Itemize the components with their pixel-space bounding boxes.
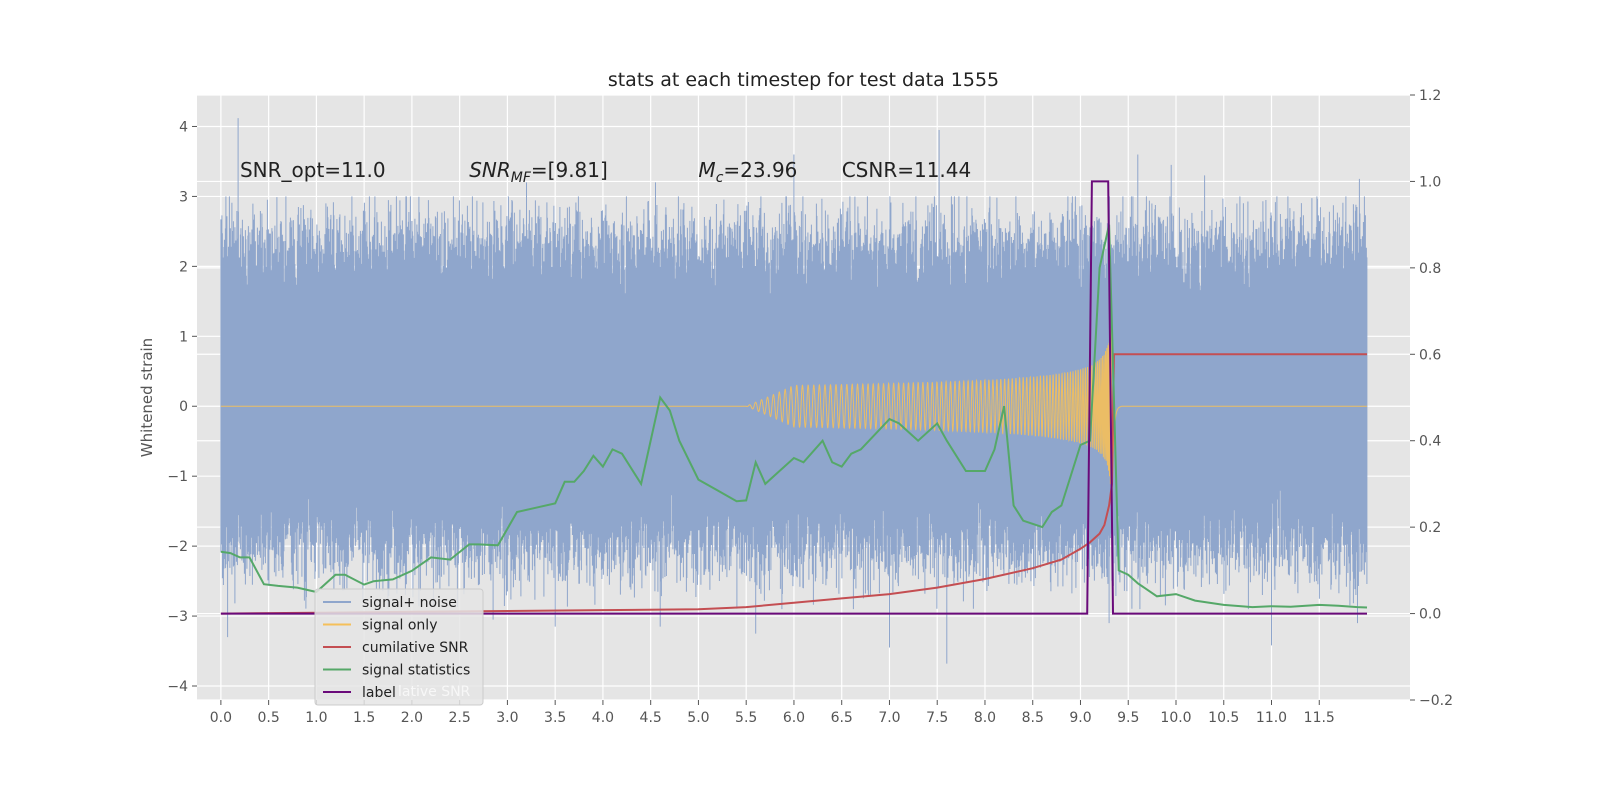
x-tick-label: 6.0 <box>783 710 805 726</box>
x-tick-label: 6.5 <box>831 710 853 726</box>
y-axis-ticks: 4 3 2 1 0 −1 −2 −3 −4 <box>167 119 197 695</box>
x-tick-label: 1.0 <box>305 710 327 726</box>
x-tick-label: 3.0 <box>496 710 518 726</box>
y2-tick-label: −0.2 <box>1419 693 1453 709</box>
legend-box <box>314 588 484 706</box>
legend-label: signal only <box>362 618 437 634</box>
y2-tick-label: 1.0 <box>1419 174 1441 190</box>
y2-tick-label: 0.6 <box>1419 347 1441 363</box>
y-tick-label: 3 <box>179 189 188 205</box>
annotation-chirp-mass-sub: c <box>716 170 724 186</box>
legend-ghost-text: lative SNR <box>398 684 471 700</box>
legend-label: signal+ noise <box>362 595 457 611</box>
y-tick-label: −4 <box>167 679 188 695</box>
series-signal-only <box>220 309 1367 509</box>
series-label <box>220 180 1367 615</box>
legend-label: cumilative SNR <box>362 640 469 656</box>
annotation-snr-mf-sub: MF <box>511 170 532 186</box>
x-tick-label: 2.5 <box>449 710 471 726</box>
y-axis-title: Whitened strain <box>138 338 156 457</box>
x-tick-label: 2.0 <box>401 710 423 726</box>
legend: lative SNR signal+ noise signal only cumil… <box>314 588 484 706</box>
y2-axis-ticks: 1.2 1.0 0.8 0.6 0.4 0.2 0.0 −0.2 <box>1410 88 1453 709</box>
x-tick-label: 11.5 <box>1304 710 1335 726</box>
legend-entries: signal+ noise signal only cumilative SNR si… <box>323 595 470 701</box>
x-tick-label: 8.5 <box>1022 710 1044 726</box>
x-tick-label: 5.0 <box>687 710 709 726</box>
annotation-snr-mf-main: SNR <box>469 158 511 182</box>
x-tick-label: 10.5 <box>1208 710 1239 726</box>
annotation-snr-mf: SNRMF=[9.81] <box>469 158 608 186</box>
y-tick-label: 0 <box>179 399 188 415</box>
x-tick-label: 8.0 <box>974 710 996 726</box>
y-tick-label: −1 <box>167 469 188 485</box>
x-tick-label: 7.5 <box>926 710 948 726</box>
chart-title: stats at each timestep for test data 155… <box>608 69 999 91</box>
y-tick-label: −3 <box>167 609 188 625</box>
x-tick-label: 0.5 <box>258 710 280 726</box>
x-tick-label: 10.0 <box>1160 710 1191 726</box>
annotation-chirp-mass-main: M <box>698 158 715 182</box>
x-tick-label: 5.5 <box>735 710 757 726</box>
legend-label: signal statistics <box>362 663 470 679</box>
annotation-snr-mf-value: =[9.81] <box>531 158 608 182</box>
y2-tick-label: 0.2 <box>1419 520 1441 536</box>
y-tick-label: −2 <box>167 539 188 555</box>
x-tick-label: 4.0 <box>592 710 614 726</box>
x-tick-label: 1.5 <box>353 710 375 726</box>
annotations: SNR_opt=11.0 SNRMF=[9.81] Mc=23.96 CSNR=… <box>240 158 971 186</box>
y2-tick-label: 0.0 <box>1419 607 1441 623</box>
x-tick-label: 7.0 <box>878 710 900 726</box>
x-tick-label: 11.0 <box>1256 710 1287 726</box>
y-tick-label: 1 <box>179 329 188 345</box>
x-axis-ticks: 0.0 0.5 1.0 1.5 2.0 2.5 3.0 3.5 4.0 4.5 5.0 5.5 6.0 6… <box>210 700 1335 726</box>
annotation-csnr: CSNR=11.44 <box>842 158 972 182</box>
series-signal-statistics <box>220 224 1368 609</box>
x-tick-label: 9.5 <box>1117 710 1139 726</box>
y2-tick-label: 1.2 <box>1419 88 1441 104</box>
annotation-chirp-mass: Mc=23.96 <box>698 158 797 186</box>
annotation-snr-opt: SNR_opt=11.0 <box>240 158 386 182</box>
legend-label: label <box>362 685 396 701</box>
y2-tick-label: 0.4 <box>1419 434 1441 450</box>
annotation-chirp-mass-value: =23.96 <box>723 158 797 182</box>
plot-content <box>220 118 1368 664</box>
x-tick-label: 9.0 <box>1069 710 1091 726</box>
y-tick-label: 4 <box>179 119 188 135</box>
x-tick-label: 3.5 <box>544 710 566 726</box>
y-tick-label: 2 <box>179 259 188 275</box>
x-tick-label: 4.5 <box>640 710 662 726</box>
x-tick-label: 0.0 <box>210 710 232 726</box>
y2-tick-label: 0.8 <box>1419 261 1441 277</box>
